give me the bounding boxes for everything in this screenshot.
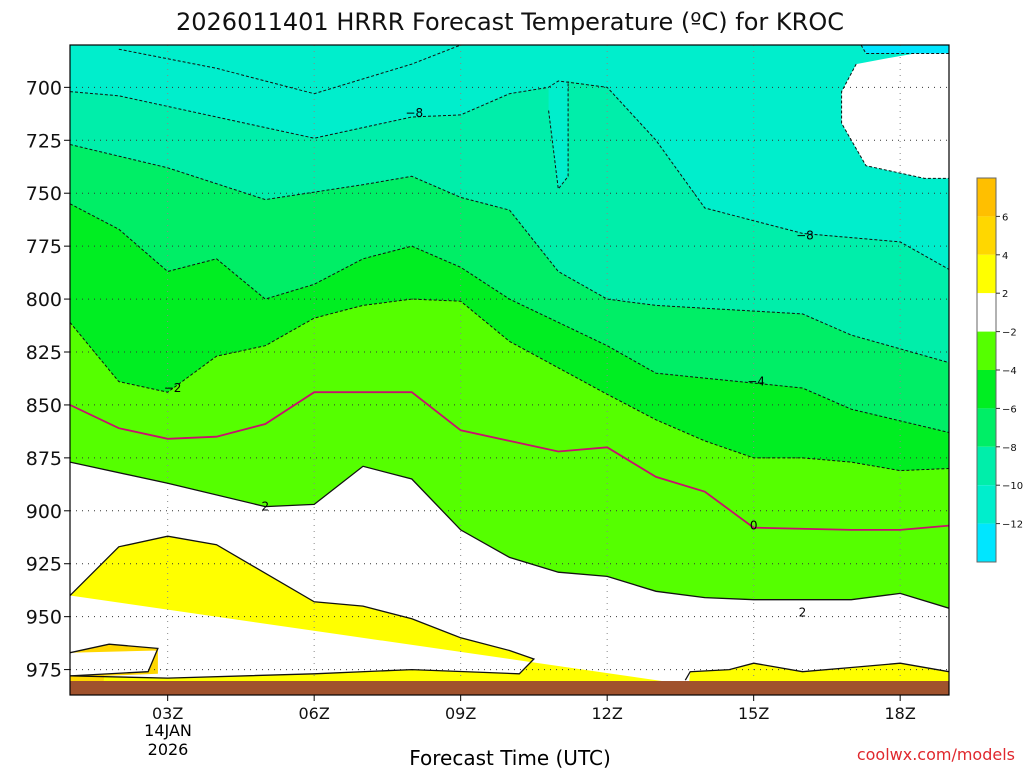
dashed-contour-line [70,203,949,433]
dashed-contour-line [841,63,949,179]
y-tick-label: 875 [26,448,62,470]
y-tick-label: 800 [26,289,62,311]
credit-text: coolwx.com/models [857,745,1015,764]
solid-contour-line [70,643,159,677]
y-tick-label: 850 [26,395,62,417]
solid-contour-line [70,461,949,609]
contour-label: 0 [750,519,758,533]
x-tick-label: 06Z [299,704,330,723]
chart-title: 2026011401 HRRR Forecast Temperature (ºC… [176,8,844,36]
contour-label: −4 [747,375,765,389]
y-tick-label: 900 [26,501,62,523]
colorbar-swatch [977,254,996,294]
colorbar-label: −6 [1002,404,1017,415]
x-tick-label: 18Z [885,704,916,723]
solid-contour-line [70,535,536,679]
y-tick-label: 925 [26,554,62,576]
temperature-fill-region [70,462,949,695]
contour-label: −2 [164,381,182,395]
x-tick-label: 15Z [738,704,769,723]
colorbar-swatch [977,331,996,370]
temperature-fill-region [861,45,949,54]
dashed-contour-line [70,144,949,364]
colorbar-label: −2 [1002,328,1017,339]
x-tick-label: 12Z [592,704,623,723]
colorbar-label: −8 [1002,443,1017,454]
dashed-contour-line [70,298,949,472]
colorbar-legend: 6 4 2 −2 −4 −6 −8 −10 −12 [976,177,1023,563]
y-tick-label: 950 [26,607,62,629]
ground-surface [70,681,949,695]
colorbar-label: 2 [1002,289,1008,300]
temperature-fill-region [70,536,949,695]
y-tick-label: 775 [26,236,62,258]
y-tick-label: 700 [26,77,62,99]
y-tick-label: 825 [26,342,62,364]
colorbar-swatch [977,293,996,332]
contour-label: 2 [262,500,270,514]
contour-label: −8 [796,229,814,243]
colorbar-label: 4 [1002,251,1008,262]
y-tick-label: 975 [26,660,62,682]
contour-label: 2 [799,605,807,619]
colorbar-swatch [977,523,996,562]
dashed-contour-line [860,45,949,54]
solid-contour-line [684,662,949,681]
x-tick-label: 03Z [152,704,183,723]
colorbar-swatch [977,485,996,524]
plot-frame [69,44,950,696]
colorbar-swatch [977,446,996,486]
date-label-year: 2026 [148,740,189,759]
dashed-contour-line [70,80,949,270]
x-axis-label: Forecast Time (UTC) [409,746,611,768]
colorbar-swatch [977,216,996,255]
colorbar-label: 6 [1002,212,1008,223]
colorbar-swatch [977,370,996,409]
colorbar-label: −4 [1002,366,1017,377]
y-tick-label: 750 [26,183,62,205]
colorbar-swatch [977,408,996,447]
date-label-day: 14JAN [144,721,192,740]
x-tick-label: 09Z [445,704,476,723]
dashed-contour-line [548,81,569,191]
zero-degree-contour [70,391,949,531]
colorbar-label: −12 [1002,520,1023,531]
dashed-contour-line [118,45,461,95]
colorbar-label: −10 [1002,481,1023,492]
y-tick-label: 725 [26,130,62,152]
colorbar-swatch [977,178,996,217]
contour-label: −8 [405,106,423,120]
